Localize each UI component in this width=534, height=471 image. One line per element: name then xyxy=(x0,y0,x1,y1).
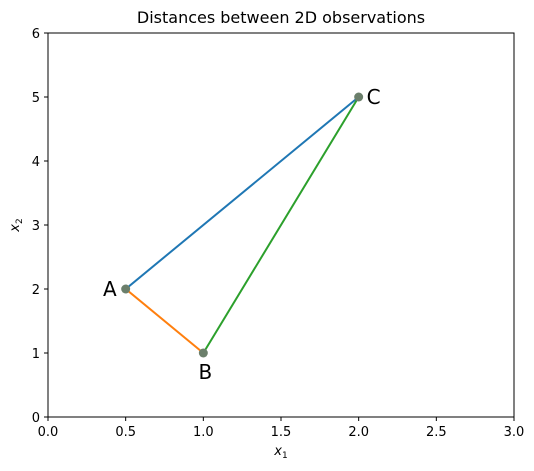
point-b xyxy=(198,348,208,358)
y-tick-label: 1 xyxy=(32,347,40,362)
point-label-a: A xyxy=(103,277,117,301)
x-axis-label: x1 xyxy=(273,444,287,461)
segment-a-b xyxy=(125,288,204,354)
x-tick-label: 0.5 xyxy=(115,425,136,440)
point-c xyxy=(354,92,364,102)
segment-b-c xyxy=(202,96,360,354)
x-tick-label: 3.0 xyxy=(504,425,525,440)
y-tick-label: 3 xyxy=(32,219,40,234)
segment-a-c xyxy=(125,96,360,290)
y-axis-label: x2 xyxy=(8,218,25,232)
x-tick-label: 0.0 xyxy=(38,425,59,440)
x-tick-label: 1.0 xyxy=(193,425,214,440)
y-tick-label: 5 xyxy=(32,91,40,106)
axis-ticks: 0.0 0.5 1.0 1.5 2.0 2.5 3.0 0 1 2 3 4 5 6 xyxy=(32,27,525,440)
y-tick-label: 0 xyxy=(32,411,40,426)
y-tick-label: 4 xyxy=(32,155,40,170)
x-tick-label: 2.0 xyxy=(348,425,369,440)
chart-title: Distances between 2D observations xyxy=(137,8,425,27)
x-tick-label: 2.5 xyxy=(426,425,447,440)
plot-area: A B C xyxy=(103,85,381,384)
point-a xyxy=(121,284,131,294)
y-tick-label: 6 xyxy=(32,27,40,42)
x-tick-label: 1.5 xyxy=(271,425,292,440)
y-tick-label: 2 xyxy=(32,283,40,298)
point-label-c: C xyxy=(367,85,381,109)
point-label-b: B xyxy=(198,360,212,384)
